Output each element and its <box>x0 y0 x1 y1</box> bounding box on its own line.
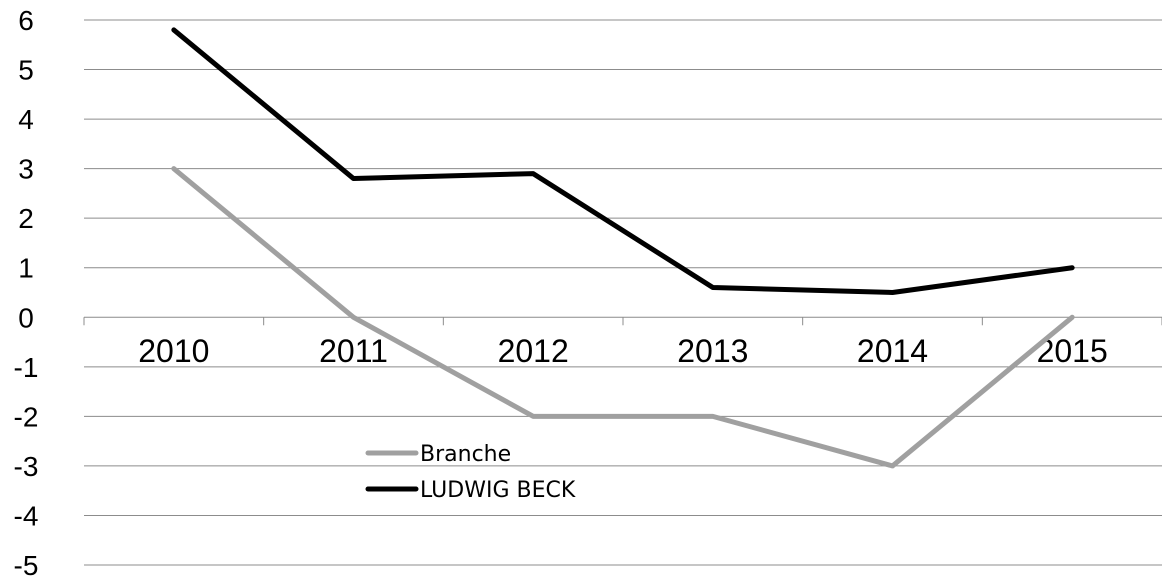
y-tick-label: 1 <box>18 253 34 284</box>
y-tick-label: 6 <box>18 5 34 36</box>
x-tick-label-2011: 2011 <box>319 333 388 369</box>
x-tick-label-2012: 2012 <box>498 333 569 369</box>
x-tick-label-2013: 2013 <box>677 333 748 369</box>
y-axis-tick-labels: 6 5 4 3 2 1 0 -1 -2 -3 -4 -5 <box>14 5 39 579</box>
series-line-branche <box>171 166 1075 469</box>
y-tick-label: -3 <box>14 451 39 482</box>
series-line-ludwig-beck <box>171 27 1075 295</box>
series-layer <box>171 27 1075 469</box>
legend-label-branche: Branche <box>420 442 511 467</box>
y-tick-label: 3 <box>18 154 34 185</box>
y-tick-label: 5 <box>18 55 34 86</box>
y-tick-label: -5 <box>14 550 39 579</box>
y-tick-label: -4 <box>14 500 39 531</box>
x-tick-label-2014: 2014 <box>857 333 928 369</box>
x-axis-tick-labels: 2010 2011 2012 2013 2014 2015 <box>138 333 1108 369</box>
y-tick-label: -2 <box>14 401 39 432</box>
y-tick-label: 0 <box>18 302 34 333</box>
legend: Branche LUDWIG BECK <box>365 442 576 503</box>
x-axis <box>83 316 1162 326</box>
y-tick-label: 4 <box>18 104 34 135</box>
grid-layer <box>84 19 1162 566</box>
y-tick-label: -1 <box>14 352 39 383</box>
x-tick-label-2010: 2010 <box>138 333 209 369</box>
legend-label-ludwig-beck: LUDWIG BECK <box>420 478 576 503</box>
y-tick-label: 2 <box>18 203 34 234</box>
